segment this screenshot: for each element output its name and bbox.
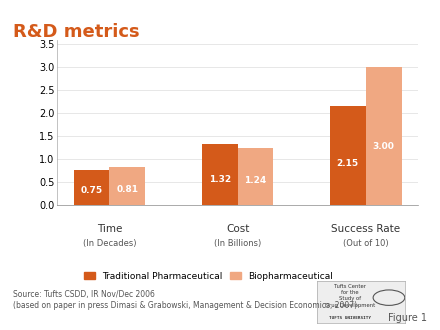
Text: Source: Tufts CSDD, IR Nov/Dec 2006
(based on paper in press Dimasi & Grabowski,: Source: Tufts CSDD, IR Nov/Dec 2006 (bas…: [13, 290, 357, 310]
Legend: Traditional Pharmaceutical, Biopharmaceutical: Traditional Pharmaceutical, Biopharmaceu…: [84, 272, 333, 281]
Text: (In Billions): (In Billions): [214, 239, 261, 248]
Text: Success Rate: Success Rate: [331, 224, 400, 234]
Text: Cost: Cost: [226, 224, 249, 234]
Bar: [330, 106, 366, 205]
Text: 1.32: 1.32: [209, 175, 231, 184]
Text: (Out of 10): (Out of 10): [343, 239, 389, 248]
Text: 2.15: 2.15: [337, 159, 359, 168]
Text: Figure 1: Figure 1: [388, 314, 427, 323]
Text: Tufts Center
for the
Study of
Drug Development: Tufts Center for the Study of Drug Devel…: [325, 284, 375, 308]
Text: R&D metrics: R&D metrics: [13, 23, 140, 41]
Text: Time: Time: [97, 224, 122, 234]
Text: 0.81: 0.81: [117, 184, 139, 193]
Text: 0.75: 0.75: [81, 186, 103, 195]
Text: TUFTS UNIVERSITY: TUFTS UNIVERSITY: [329, 316, 371, 320]
Bar: [73, 170, 110, 205]
Bar: [202, 144, 238, 205]
Text: (In Decades): (In Decades): [83, 239, 136, 248]
Bar: [366, 67, 402, 205]
Bar: [238, 148, 274, 205]
Text: 1.24: 1.24: [244, 176, 267, 185]
Bar: [110, 168, 145, 205]
Text: 3.00: 3.00: [373, 142, 395, 151]
